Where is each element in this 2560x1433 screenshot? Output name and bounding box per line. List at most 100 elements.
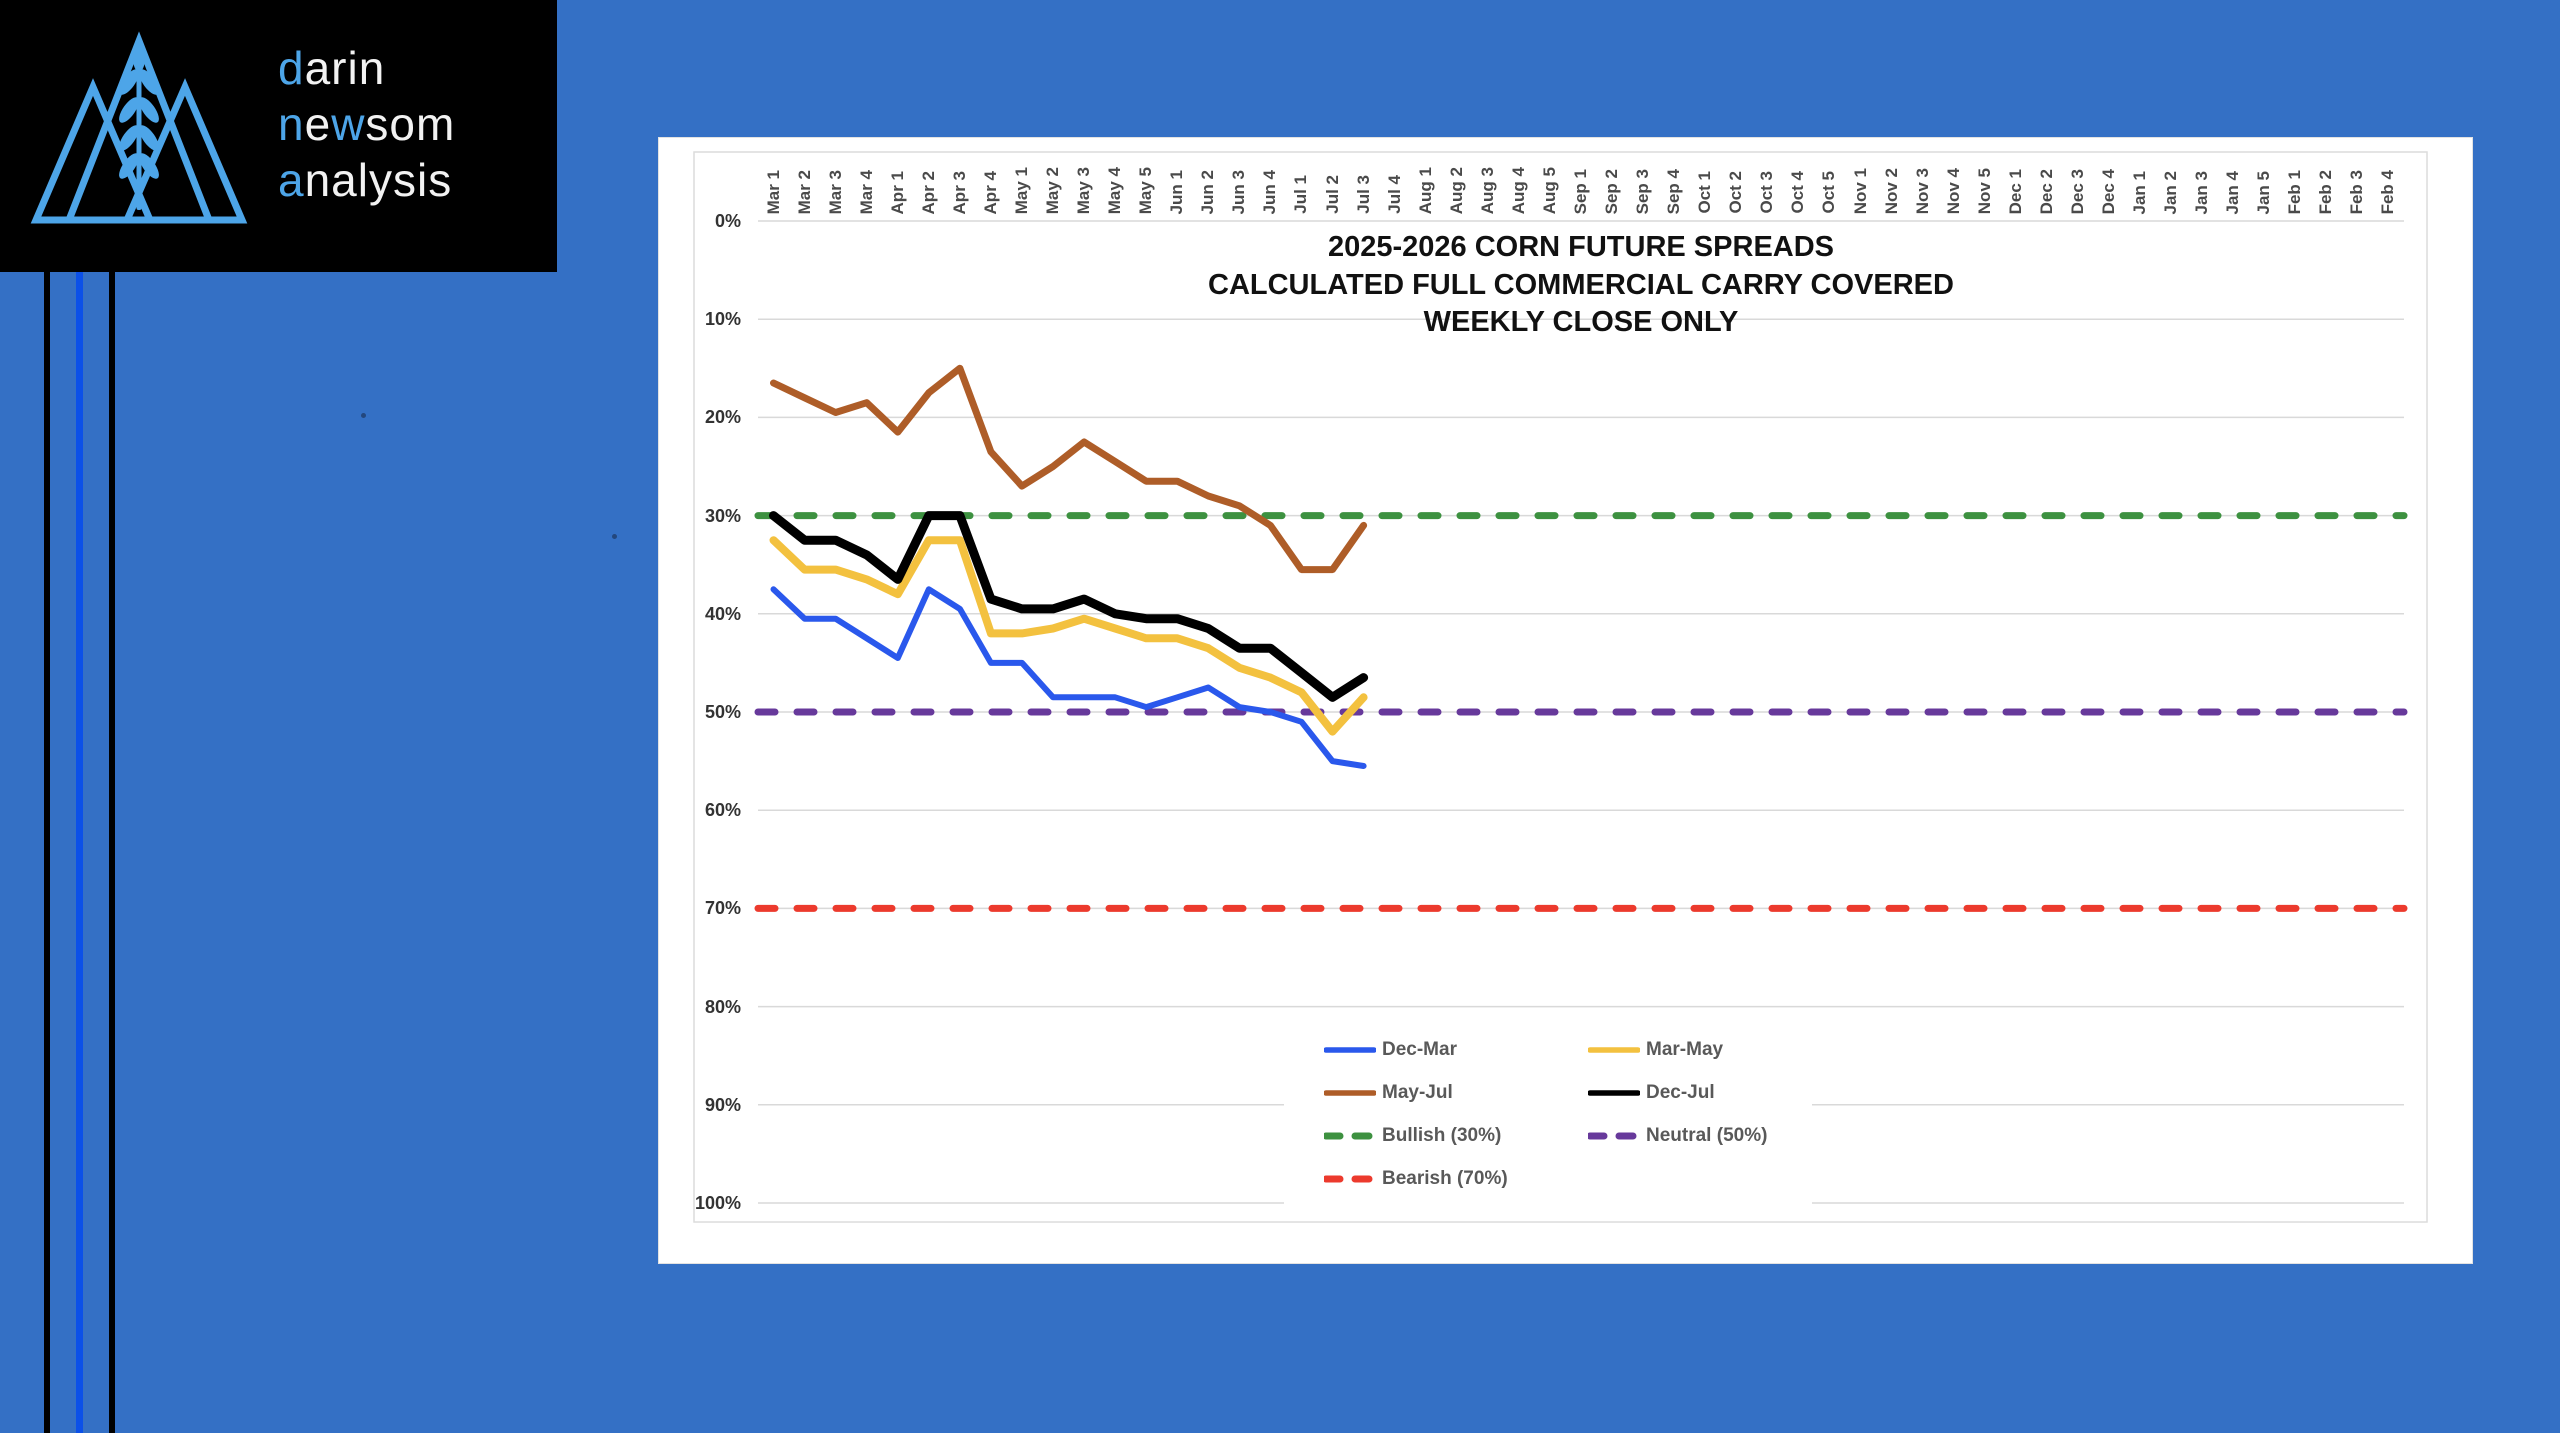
legend-item-dec-mar: Dec-Mar: [1284, 1028, 1548, 1071]
legend-item-bullish-30-: Bullish (30%): [1284, 1114, 1548, 1157]
x-axis-label: Apr 4: [980, 170, 1000, 214]
chart-title-line1: 2025-2026 CORN FUTURE SPREADS: [1327, 231, 1835, 263]
x-axis-label: May 1: [1011, 166, 1031, 214]
x-axis-label: Nov 4: [1943, 167, 1963, 214]
brand-line-2: newsom: [278, 96, 455, 152]
x-axis-label: Dec 1: [2005, 168, 2025, 214]
y-axis-label: 10%: [704, 309, 741, 330]
series-line-mar-may: [769, 536, 1368, 736]
x-axis-label: Sep 3: [1633, 168, 1653, 214]
x-axis-label: Mar 1: [763, 169, 783, 214]
legend-swatch: [1324, 1175, 1376, 1182]
vertical-stripe: [44, 0, 50, 1433]
series-line-dec-jul: [769, 511, 1369, 702]
x-axis-label: Jan 4: [2223, 170, 2243, 214]
x-axis-label: Dec 4: [2098, 168, 2118, 214]
vertical-stripe: [76, 0, 83, 1433]
x-axis-label: Aug 3: [1477, 166, 1497, 214]
speck-dot: [361, 413, 366, 418]
chart-title-line3: WEEKLY CLOSE ONLY: [1423, 306, 1739, 338]
brand-letter-segment: w: [331, 98, 366, 150]
x-axis-label: Jul 1: [1291, 175, 1311, 214]
x-axis-label: Sep 1: [1571, 168, 1590, 214]
brand-letter-segment: som: [365, 98, 456, 150]
x-axis-label: Dec 2: [2036, 168, 2056, 214]
x-axis-label: Feb 4: [2378, 169, 2398, 214]
x-axis-label: Apr 3: [949, 170, 969, 214]
speck-dot: [612, 534, 617, 539]
x-axis-label: May 4: [1105, 166, 1125, 214]
x-axis-label: Jun 4: [1260, 169, 1280, 214]
legend-item-may-jul: May-Jul: [1284, 1071, 1548, 1114]
x-axis-label: Nov 5: [1974, 167, 1994, 214]
brand-line-3: analysis: [278, 152, 455, 208]
x-axis-label: Aug 4: [1508, 166, 1528, 214]
x-axis-label: Jul 2: [1322, 175, 1342, 214]
series-line-dec-mar: [770, 586, 1367, 769]
brand-line-1: darin: [278, 40, 455, 96]
legend-item-dec-jul: Dec-Jul: [1548, 1071, 1812, 1114]
x-axis-label: Nov 3: [1912, 167, 1932, 214]
legend-label: Mar-May: [1646, 1038, 1724, 1060]
x-axis-label: Jun 2: [1198, 169, 1218, 214]
x-axis-label: Mar 2: [794, 169, 814, 214]
y-axis-label: 100%: [694, 1193, 741, 1213]
legend-swatch: [1324, 1089, 1376, 1096]
y-axis-label: 50%: [704, 702, 741, 722]
x-axis-label: Sep 4: [1664, 168, 1684, 214]
x-axis-label: Jun 1: [1167, 169, 1187, 214]
brand-wordmark: darin newsom analysis: [278, 40, 455, 208]
y-axis-label: 30%: [704, 505, 741, 526]
chart-legend: Dec-Mar Mar-May May-Jul Dec-Jul Bullish (30%…: [1284, 1020, 1812, 1206]
chart-title-line2: CALCULATED FULL COMMERCIAL CARRY COVERED: [1208, 268, 1954, 301]
x-axis-label: Jun 3: [1229, 169, 1249, 214]
x-axis-label: Aug 1: [1415, 166, 1435, 214]
y-axis-label: 40%: [704, 603, 741, 624]
x-axis-label: Jan 2: [2161, 170, 2181, 214]
legend-label: Dec-Mar: [1382, 1038, 1457, 1060]
x-axis-label: Sep 2: [1602, 168, 1622, 214]
x-axis-label: May 5: [1136, 166, 1156, 214]
x-axis-label: Dec 3: [2067, 168, 2087, 214]
series-line-may-jul: [770, 364, 1368, 574]
x-axis-label: Jan 5: [2254, 170, 2274, 214]
legend-label: May-Jul: [1382, 1081, 1453, 1103]
x-axis-label: Aug 2: [1446, 166, 1466, 214]
x-axis-label: Feb 1: [2285, 169, 2305, 214]
x-axis-label: Oct 5: [1819, 171, 1839, 214]
chart-title: 2025-2026 CORN FUTURE SPREADS CALCULATED…: [1081, 229, 2081, 342]
legend-label: Bullish (30%): [1382, 1124, 1502, 1146]
brand-letter-segment: arin: [304, 42, 386, 94]
x-axis-label: Mar 4: [856, 169, 876, 214]
brand-letter-segment: a: [278, 154, 305, 206]
x-axis-label: Jan 1: [2130, 170, 2150, 214]
chart-canvas: [693, 151, 2428, 1223]
logo-box: darin newsom analysis: [0, 0, 557, 272]
legend-swatch: [1588, 1132, 1640, 1139]
x-axis-label: Jul 3: [1353, 175, 1373, 214]
x-axis-label: Aug 5: [1539, 166, 1559, 214]
x-axis-label: Jul 4: [1384, 175, 1404, 214]
brand-letter-segment: d: [278, 42, 305, 94]
legend-swatch: [1588, 1089, 1640, 1096]
y-axis-label: 90%: [704, 1094, 741, 1115]
y-axis-label: 60%: [704, 800, 741, 821]
brand-letter-segment: e: [304, 98, 332, 150]
legend-item-mar-may: Mar-May: [1548, 1028, 1812, 1071]
x-axis-label: Nov 2: [1881, 167, 1901, 214]
x-axis-label: Oct 1: [1695, 171, 1715, 214]
x-axis-label: Oct 2: [1726, 171, 1746, 214]
y-axis-label: 70%: [704, 898, 741, 919]
x-axis-label: Apr 2: [918, 170, 938, 214]
legend-label: Bearish (70%): [1382, 1167, 1508, 1189]
chart-area-border: [693, 151, 2428, 1223]
x-axis-label: Apr 1: [887, 170, 907, 214]
vertical-stripe: [109, 0, 115, 1433]
legend-swatch: [1324, 1132, 1376, 1139]
x-axis-label: Nov 1: [1850, 167, 1870, 214]
chart-panel: 2025-2026 CORN FUTURE SPREADS CALCULATED…: [658, 137, 2473, 1264]
legend-item-neutral-50-: Neutral (50%): [1548, 1114, 1812, 1157]
y-axis-label: 0%: [714, 211, 741, 231]
x-axis-label: Feb 2: [2316, 169, 2336, 214]
